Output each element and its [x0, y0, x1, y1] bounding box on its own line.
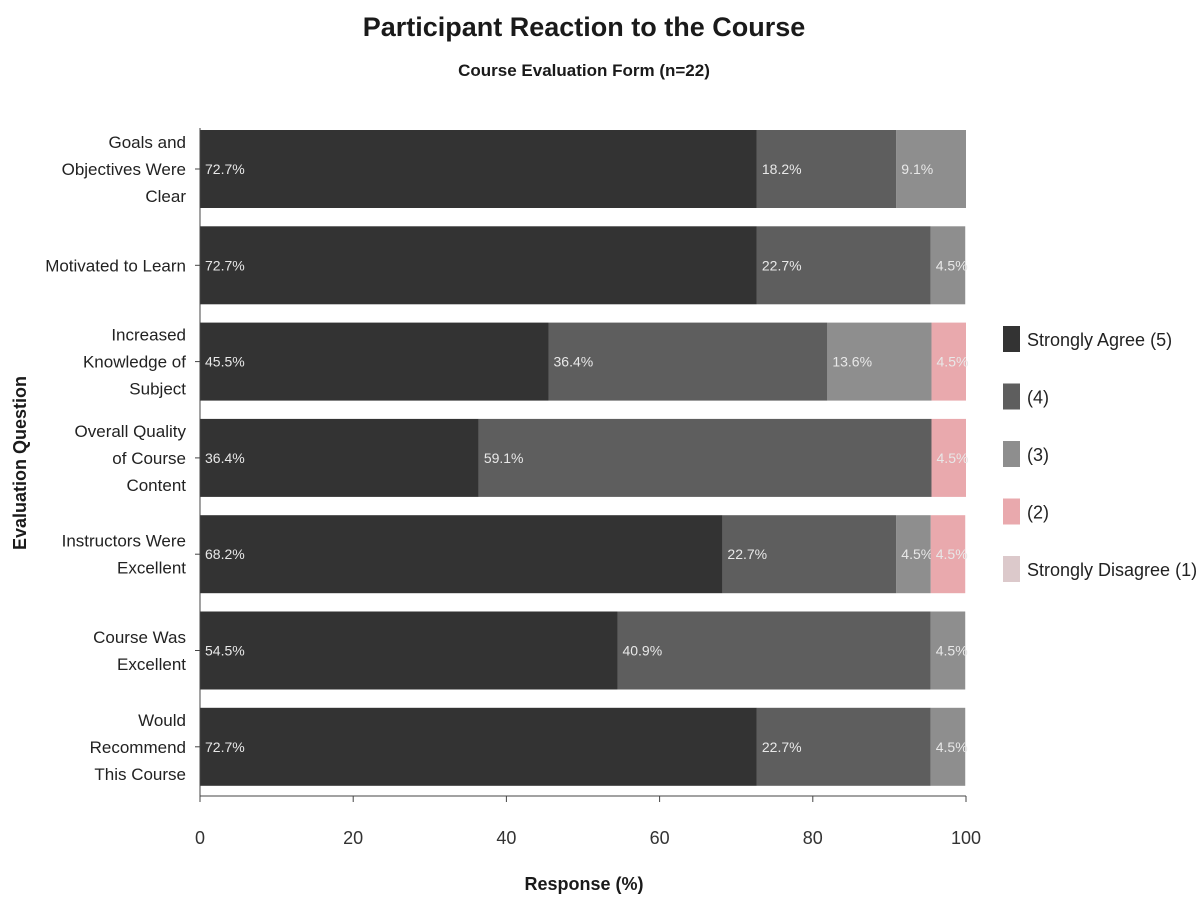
data-label: 22.7%: [727, 546, 767, 562]
legend-label: Strongly Disagree (1): [1027, 560, 1197, 580]
category-label: Would: [138, 711, 186, 730]
legend-swatch: [1003, 556, 1020, 582]
legend-label: (3): [1027, 445, 1049, 465]
data-label: 54.5%: [205, 643, 245, 659]
data-label: 45.5%: [205, 354, 245, 370]
bar-segment: [896, 130, 966, 208]
data-label: 40.9%: [622, 643, 662, 659]
x-tick-label: 20: [343, 828, 363, 848]
bar-segment: [931, 418, 966, 497]
plot-area: 72.7% 18.2% 9.1% Goals and Objectives Were Cl…: [45, 128, 981, 848]
bar-segment: [617, 611, 931, 690]
category-label: Content: [126, 476, 186, 495]
category-label: Course Was: [93, 628, 186, 647]
category-label: Excellent: [117, 655, 186, 674]
category-label: This Course: [94, 765, 186, 784]
chart-title: Participant Reaction to the Course: [363, 12, 806, 42]
bar-segment: [896, 515, 931, 594]
data-label: 68.2%: [205, 546, 245, 562]
category-label: Overall Quality: [75, 422, 187, 441]
data-label: 4.5%: [901, 546, 933, 562]
bar-segment: [756, 130, 897, 208]
category-label: Increased: [111, 326, 186, 345]
bar-segment: [200, 226, 757, 305]
legend-label: (2): [1027, 503, 1049, 523]
bar-segment: [930, 515, 966, 594]
legend-label: Strongly Agree (5): [1027, 330, 1172, 350]
data-label: 22.7%: [762, 739, 802, 755]
bar-segment: [722, 515, 897, 594]
data-label: 22.7%: [762, 257, 802, 273]
category-label: Clear: [145, 187, 186, 206]
legend-label: (4): [1027, 388, 1049, 408]
data-label: 72.7%: [205, 257, 245, 273]
data-label: 59.1%: [484, 450, 524, 466]
data-label: 4.5%: [936, 546, 968, 562]
bar-segment: [931, 322, 966, 401]
data-label: 4.5%: [936, 739, 968, 755]
bar-segment: [548, 322, 828, 401]
bar-segment: [200, 707, 757, 786]
bar-segment: [756, 707, 931, 786]
legend-swatch: [1003, 326, 1020, 352]
x-tick-label: 80: [803, 828, 823, 848]
data-label: 13.6%: [832, 354, 872, 370]
bar-segment: [478, 418, 932, 497]
category-label: Excellent: [117, 559, 186, 578]
x-tick-label: 0: [195, 828, 205, 848]
category-label: Goals and: [109, 133, 187, 152]
legend-swatch: [1003, 498, 1020, 525]
data-label: 4.5%: [937, 354, 969, 370]
data-label: 4.5%: [936, 257, 968, 273]
chart-subtitle: Course Evaluation Form (n=22): [458, 61, 710, 80]
x-tick-label: 60: [650, 828, 670, 848]
data-label: 36.4%: [554, 354, 594, 370]
category-label: Objectives Were: [62, 160, 186, 179]
bar-segment: [200, 418, 479, 497]
category-label: Subject: [129, 380, 186, 399]
bar-segment: [930, 226, 966, 305]
legend-swatch: [1003, 383, 1020, 410]
legend: Strongly Agree (5) (4) (3) (2) Strongly Disa…: [1003, 326, 1197, 582]
bar-segment: [756, 226, 931, 305]
data-label: 4.5%: [936, 643, 968, 659]
category-label: Knowledge of: [83, 353, 186, 372]
category-label: Recommend: [90, 738, 186, 757]
bar-segment: [827, 322, 932, 401]
x-tick-label: 100: [951, 828, 981, 848]
category-label: of Course: [112, 449, 186, 468]
x-axis-title: Response (%): [524, 874, 643, 894]
data-label: 9.1%: [901, 161, 933, 177]
bar-segment: [200, 611, 618, 690]
y-axis-title: Evaluation Question: [10, 376, 30, 550]
data-label: 72.7%: [205, 161, 245, 177]
data-label: 36.4%: [205, 450, 245, 466]
data-label: 4.5%: [937, 450, 969, 466]
category-label: Instructors Were: [62, 532, 186, 551]
bar-segment: [200, 515, 723, 594]
category-label: Motivated to Learn: [45, 256, 186, 275]
bar-segment: [200, 130, 757, 208]
bar-segment: [200, 322, 549, 401]
data-label: 72.7%: [205, 739, 245, 755]
bar-segment: [930, 707, 966, 786]
x-tick-label: 40: [496, 828, 516, 848]
legend-swatch: [1003, 441, 1020, 467]
bar-segment: [930, 611, 966, 690]
data-label: 18.2%: [762, 161, 802, 177]
